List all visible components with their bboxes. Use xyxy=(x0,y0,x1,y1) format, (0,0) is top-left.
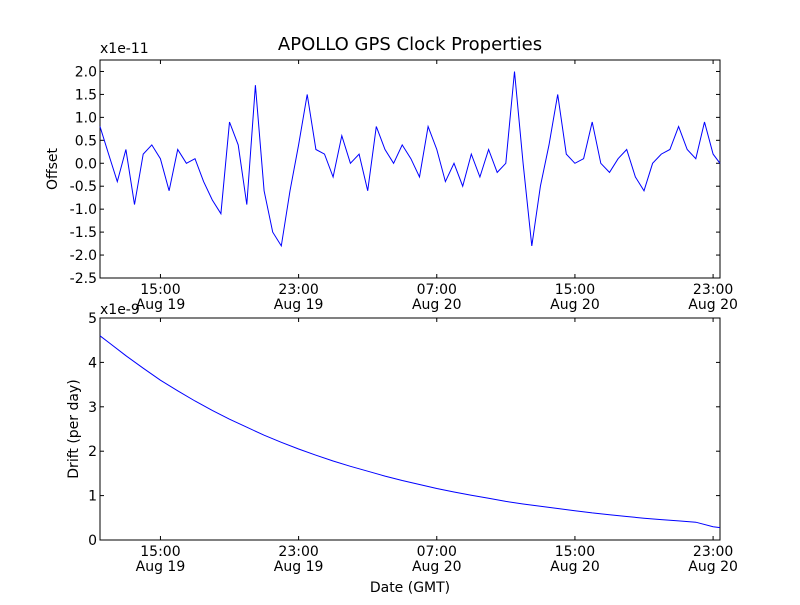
offset-ytick-label: 2.0 xyxy=(75,64,97,80)
offset-ytick-label: 1.5 xyxy=(75,87,97,103)
drift-plot-frame xyxy=(99,317,721,541)
drift-xtick-date: Aug 20 xyxy=(550,559,600,575)
drift-xtick-time: 23:00 xyxy=(278,544,318,560)
offset-xtick-date: Aug 20 xyxy=(412,297,462,313)
drift-xtick-date: Aug 20 xyxy=(688,559,738,575)
offset-xtick-date: Aug 19 xyxy=(136,297,186,313)
offset-xtick-time: 15:00 xyxy=(140,282,180,298)
offset-ytick-label: -1.0 xyxy=(70,202,97,218)
drift-ylabel: Drift (per day) xyxy=(66,379,82,478)
offset-axis-ticks: -2.5 -2.0 -1.5 -1.0 -0.5 0.0 0.5 1.0 1.5 2.0 15:00… xyxy=(70,60,738,313)
drift-ytick-label: 5 xyxy=(88,311,97,327)
drift-xtick-date: Aug 19 xyxy=(274,559,324,575)
offset-ytick-label: -0.5 xyxy=(70,179,97,195)
offset-ytick-label: -2.5 xyxy=(70,271,97,287)
offset-series-line xyxy=(99,71,721,248)
drift-ytick-label: 0 xyxy=(88,533,97,549)
drift-series-line xyxy=(99,335,721,529)
drift-multiplier: x1e-9 xyxy=(100,302,140,318)
offset-xtick-date: Aug 20 xyxy=(688,297,738,313)
offset-ytick-label: -1.5 xyxy=(70,225,97,241)
drift-xtick-time: 15:00 xyxy=(555,544,595,560)
offset-ytick-label: 1.0 xyxy=(75,110,97,126)
offset-ylabel: Offset xyxy=(45,147,61,190)
drift-xlabel: Date (GMT) xyxy=(370,580,450,596)
drift-ytick-label: 2 xyxy=(88,444,97,460)
offset-xtick-date: Aug 20 xyxy=(550,297,600,313)
chart-title: APOLLO GPS Clock Properties xyxy=(278,34,542,55)
offset-ytick-label: -2.0 xyxy=(70,248,97,264)
drift-ytick-label: 1 xyxy=(88,489,97,505)
offset-xtick-time: 15:00 xyxy=(555,282,595,298)
drift-xtick-time: 15:00 xyxy=(140,544,180,560)
drift-ytick-label: 3 xyxy=(88,400,97,416)
drift-xtick-date: Aug 20 xyxy=(412,559,462,575)
offset-xtick-time: 23:00 xyxy=(278,282,318,298)
offset-xtick-time: 07:00 xyxy=(417,282,457,298)
drift-xtick-time: 07:00 xyxy=(417,544,457,560)
drift-xtick-date: Aug 19 xyxy=(136,559,186,575)
offset-plot-frame xyxy=(99,59,721,279)
drift-ytick-label: 4 xyxy=(88,355,97,371)
offset-xtick-date: Aug 19 xyxy=(274,297,324,313)
offset-ytick-label: 0.5 xyxy=(75,133,97,149)
offset-multiplier: x1e-11 xyxy=(100,41,149,57)
offset-xtick-time: 23:00 xyxy=(693,282,733,298)
offset-ytick-label: 0.0 xyxy=(75,156,97,172)
drift-xtick-time: 23:00 xyxy=(693,544,733,560)
